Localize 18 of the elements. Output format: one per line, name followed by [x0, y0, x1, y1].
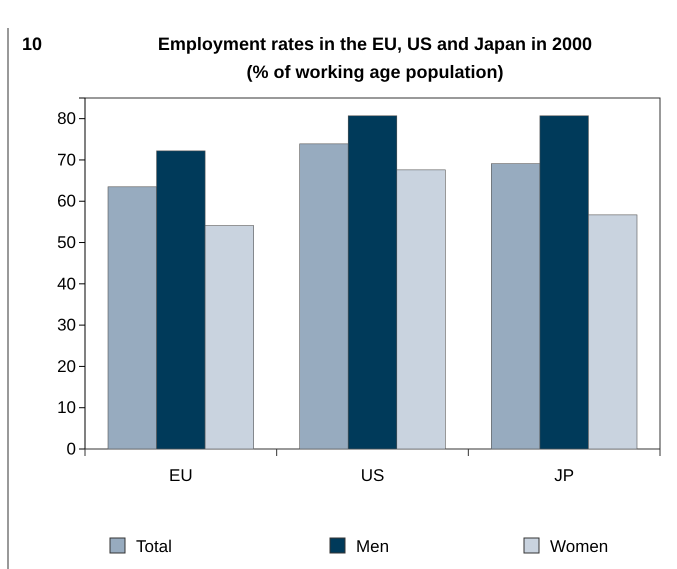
chart-subtitle: (% of working age population): [246, 62, 504, 82]
y-tick-label: 0: [66, 439, 76, 458]
x-tick-label: EU: [169, 466, 193, 485]
y-tick-label: 80: [57, 109, 76, 128]
y-tick-label: 70: [57, 150, 76, 170]
y-tick-label: 30: [57, 316, 76, 335]
x-tick-label: US: [360, 466, 384, 485]
chart-title: Employment rates in the EU, US and Japan in 2000: [158, 34, 592, 54]
y-tick-label: 60: [57, 192, 76, 211]
y-tick-label: 20: [57, 356, 76, 376]
y-tick-label: 10: [57, 398, 76, 418]
legend-label: Women: [550, 537, 608, 556]
y-tick-label: 50: [57, 232, 76, 252]
text: 10: [22, 34, 42, 54]
legend-label: Total: [136, 537, 172, 556]
y-tick-label: 40: [57, 274, 76, 294]
x-tick-label: JP: [554, 466, 574, 485]
legend-label: Men: [356, 537, 390, 556]
